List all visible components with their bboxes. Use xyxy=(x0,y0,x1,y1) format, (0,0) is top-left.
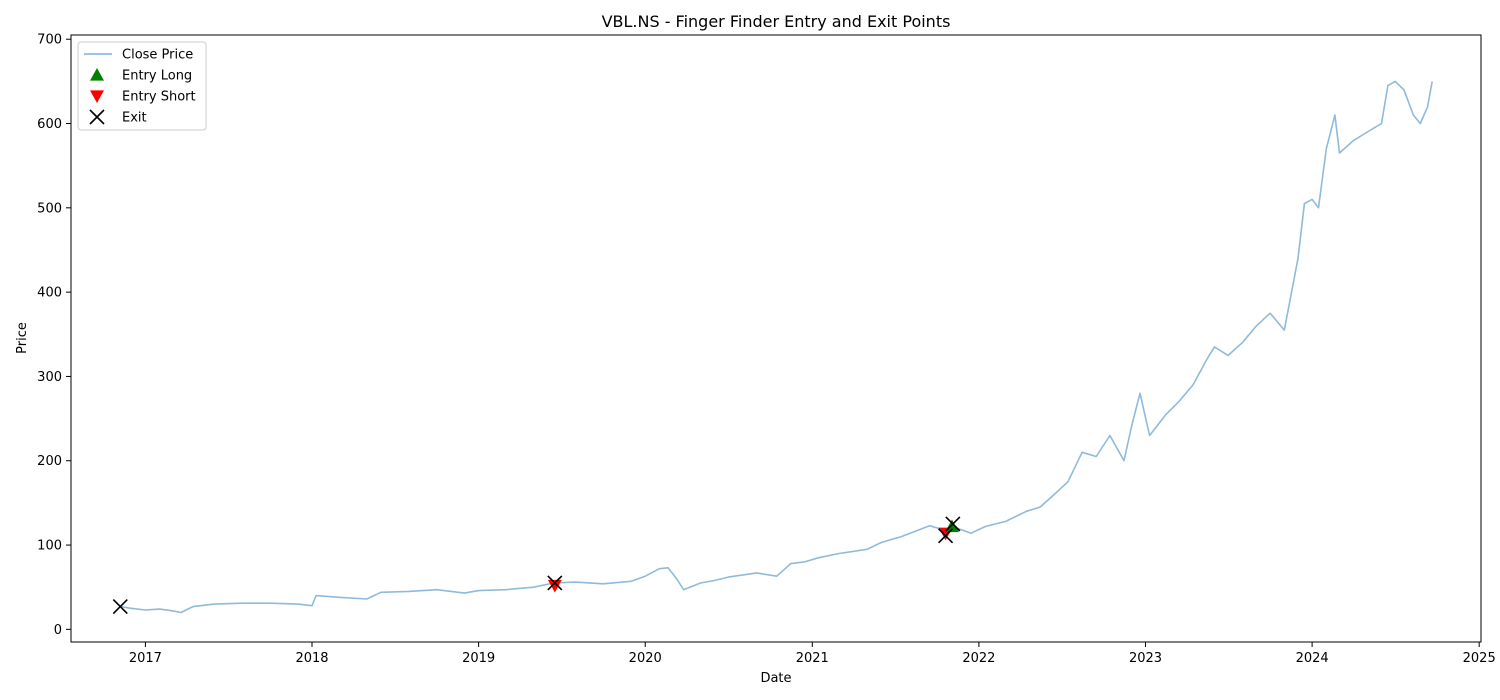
legend-label: Entry Long xyxy=(122,69,192,84)
exit-marker xyxy=(945,516,961,532)
x-tick-label: 2022 xyxy=(962,651,995,666)
exit-marker xyxy=(938,528,954,544)
legend-x-marker xyxy=(89,109,105,125)
legend-triangle-up-marker xyxy=(90,68,104,81)
legend-label: Entry Short xyxy=(122,90,196,105)
exit-marker xyxy=(547,575,563,591)
y-tick-label: 600 xyxy=(37,117,62,132)
y-tick-label: 700 xyxy=(37,33,62,48)
x-tick-label: 2021 xyxy=(796,651,829,666)
x-tick-label: 2019 xyxy=(462,651,495,666)
y-axis: 0 100 200 300 400 500 600 700 xyxy=(37,33,71,638)
y-axis-label: Price xyxy=(15,322,30,354)
legend-label: Close Price xyxy=(122,48,193,63)
y-tick-label: 500 xyxy=(37,201,62,216)
entry-short-marker xyxy=(547,579,562,593)
y-tick-label: 300 xyxy=(37,370,62,385)
x-tick-label: 2024 xyxy=(1296,651,1329,666)
y-tick-label: 0 xyxy=(54,623,62,638)
x-tick-label: 2017 xyxy=(129,651,162,666)
x-tick-label: 2018 xyxy=(295,651,328,666)
close-price-line xyxy=(120,80,1433,614)
legend-label: Exit xyxy=(122,111,147,126)
legend-triangle-down-marker xyxy=(90,90,104,103)
x-axis: 2017 2018 2019 2020 2021 2022 2023 2024 2025 xyxy=(129,642,1496,666)
y-tick-label: 200 xyxy=(37,454,62,469)
x-tick-label: 2023 xyxy=(1129,651,1162,666)
x-axis-label: Date xyxy=(760,671,791,686)
chart-title: VBL.NS - Finger Finder Entry and Exit Po… xyxy=(602,12,951,31)
y-tick-label: 400 xyxy=(37,286,62,301)
plot-area xyxy=(70,34,1482,643)
legend: Close Price Entry Long Entry Short Exit xyxy=(77,41,207,131)
legend-box xyxy=(77,41,207,131)
y-tick-label: 100 xyxy=(37,539,62,554)
x-tick-label: 2020 xyxy=(629,651,662,666)
exit-marker xyxy=(112,599,128,615)
x-tick-label: 2025 xyxy=(1463,651,1496,666)
plot-frame xyxy=(70,34,1482,643)
